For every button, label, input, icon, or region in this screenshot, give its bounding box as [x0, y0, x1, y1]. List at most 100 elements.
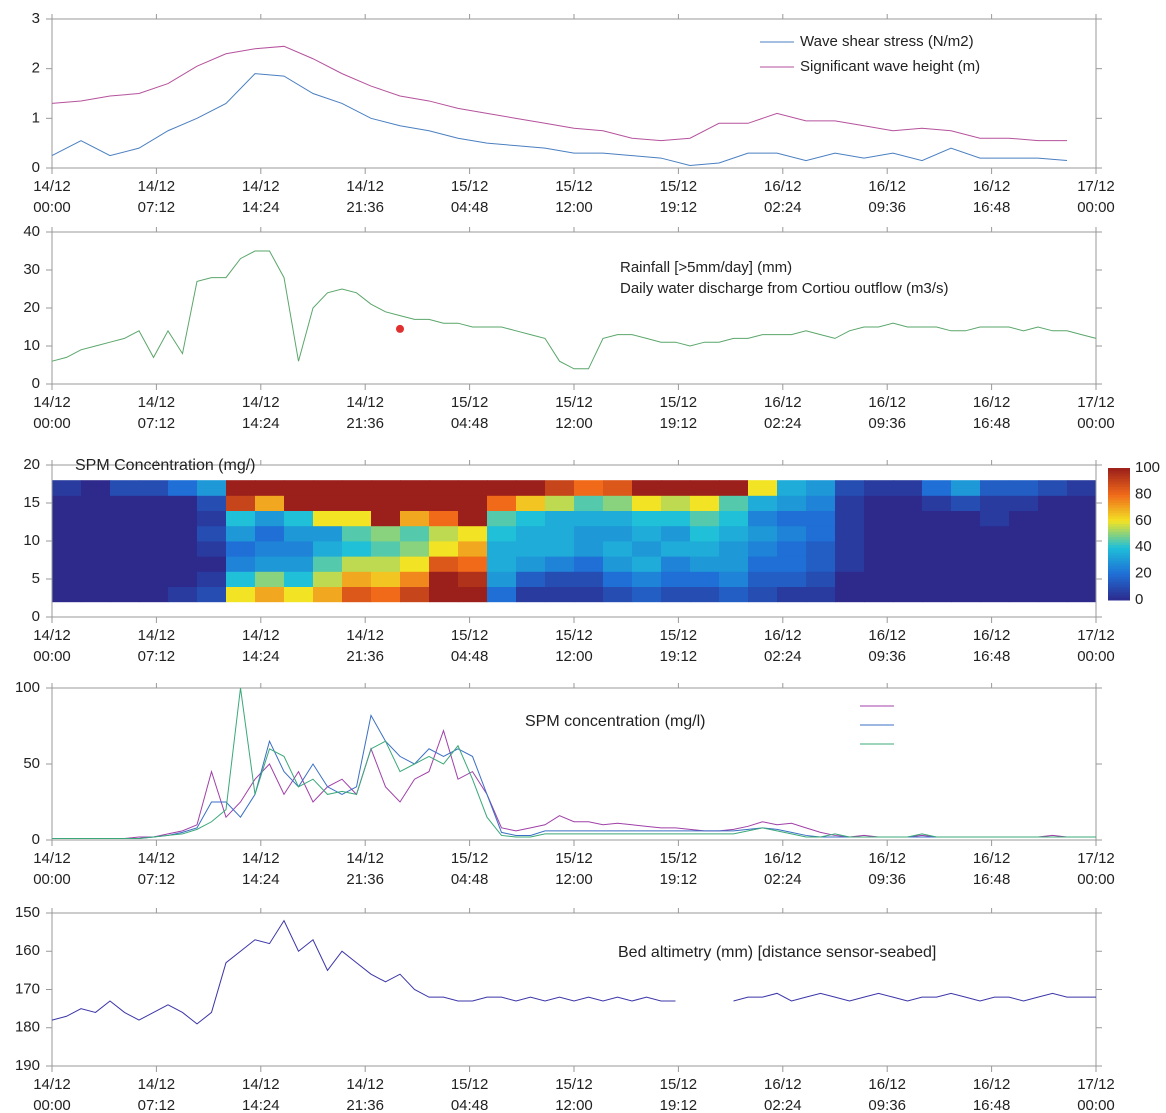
heat-cell: [980, 541, 1010, 557]
heat-cell: [748, 571, 778, 587]
heat-cell: [893, 586, 923, 603]
heat-cell: [603, 525, 633, 542]
heat-cell: [661, 510, 691, 527]
heat-cell: [110, 556, 140, 572]
x-tick-label: 14/12 21:36: [346, 850, 384, 888]
colorbar-step: [1108, 555, 1130, 559]
heat-cell: [748, 586, 778, 603]
heat-cell: [864, 510, 894, 527]
x-tick-label: 15/12 19:12: [659, 394, 698, 432]
heat-cell: [690, 541, 720, 557]
heat-cell: [1038, 556, 1068, 572]
heat-cell: [81, 480, 111, 496]
heat-cell: [487, 495, 517, 511]
heat-cell: [342, 510, 372, 527]
heat-cell: [835, 510, 865, 527]
heat-cell: [516, 556, 546, 572]
heat-cell: [400, 510, 430, 527]
heat-cell: [516, 525, 546, 542]
heat-cell: [400, 525, 430, 542]
heat-cell: [1009, 541, 1039, 557]
heat-cell: [429, 556, 459, 572]
heat-cell: [980, 571, 1010, 587]
colorbar-step: [1108, 557, 1130, 561]
heat-cell: [226, 495, 256, 511]
colorbar-step: [1108, 544, 1130, 548]
heat-cell: [197, 510, 227, 527]
y-tick-label: 15: [23, 494, 40, 511]
y-tick-label: 20: [23, 456, 40, 473]
heat-cell: [168, 525, 198, 542]
heat-cell: [110, 541, 140, 557]
heat-cell: [1067, 556, 1097, 572]
heat-cell: [719, 556, 749, 572]
colorbar-step: [1108, 486, 1130, 490]
heat-cell: [429, 571, 459, 587]
heat-cell: [951, 586, 981, 603]
heat-cell: [52, 525, 82, 542]
heat-cell: [255, 525, 285, 542]
heat-cell: [748, 525, 778, 542]
heat-cell: [313, 586, 343, 603]
x-tick-label: 14/12 07:12: [137, 850, 176, 888]
heat-cell: [516, 495, 546, 511]
x-tick-label: 17/12 00:00: [1077, 1076, 1115, 1113]
heat-cell: [719, 586, 749, 603]
heat-cell: [81, 495, 111, 511]
heat-cell: [632, 495, 662, 511]
series-line: [52, 713, 1096, 839]
heat-cell: [226, 571, 256, 587]
heat-cell: [313, 541, 343, 557]
heat-cell: [690, 556, 720, 572]
heat-cell: [313, 571, 343, 587]
heat-cell: [313, 525, 343, 542]
heat-cell: [632, 571, 662, 587]
heat-cell: [1009, 510, 1039, 527]
y-tick-label: 0: [32, 375, 40, 392]
heat-cell: [603, 510, 633, 527]
heat-cell: [545, 495, 575, 511]
x-tick-label: 14/12 00:00: [33, 394, 71, 432]
x-tick-label: 16/12 16:48: [972, 394, 1011, 432]
heat-cell: [371, 541, 401, 557]
colorbar-step: [1108, 526, 1130, 530]
heat-cell: [168, 541, 198, 557]
heat-cell: [777, 525, 807, 542]
x-tick-label: 16/12 02:24: [764, 627, 802, 665]
heat-cell: [719, 525, 749, 542]
colorbar-step: [1108, 531, 1130, 535]
x-tick-label: 16/12 16:48: [972, 627, 1011, 665]
colorbar-step: [1108, 594, 1130, 598]
heat-cell: [893, 556, 923, 572]
colorbar-step: [1108, 536, 1130, 540]
y-tick-label: 0: [32, 159, 40, 176]
heat-cell: [168, 510, 198, 527]
heat-cell: [400, 480, 430, 496]
heat-cell: [835, 586, 865, 603]
colorbar-step: [1108, 570, 1130, 575]
x-tick-label: 14/12 07:12: [137, 394, 176, 432]
colorbar-step: [1108, 489, 1130, 493]
heat-cell: [864, 541, 894, 557]
heat-cell: [197, 495, 227, 511]
heat-cell: [922, 480, 952, 496]
heat-cell: [255, 495, 285, 511]
colorbar-step: [1108, 507, 1130, 511]
heat-cell: [1038, 495, 1068, 511]
colorbar-step: [1108, 520, 1130, 524]
heat-cell: [748, 480, 778, 496]
heat-cell: [951, 525, 981, 542]
heat-cell: [864, 556, 894, 572]
panel-title: Bed altimetry (mm) [distance sensor-seab…: [618, 944, 936, 961]
heat-cell: [81, 571, 111, 587]
x-tick-label: 14/12 14:24: [242, 178, 280, 216]
colorbar-step: [1108, 586, 1130, 590]
heat-cell: [893, 510, 923, 527]
heat-cell: [574, 541, 604, 557]
heat-cell: [893, 541, 923, 557]
heat-cell: [980, 480, 1010, 496]
heat-cell: [574, 495, 604, 511]
heat-cell: [545, 541, 575, 557]
heat-cell: [429, 495, 459, 511]
heat-cell: [951, 495, 981, 511]
